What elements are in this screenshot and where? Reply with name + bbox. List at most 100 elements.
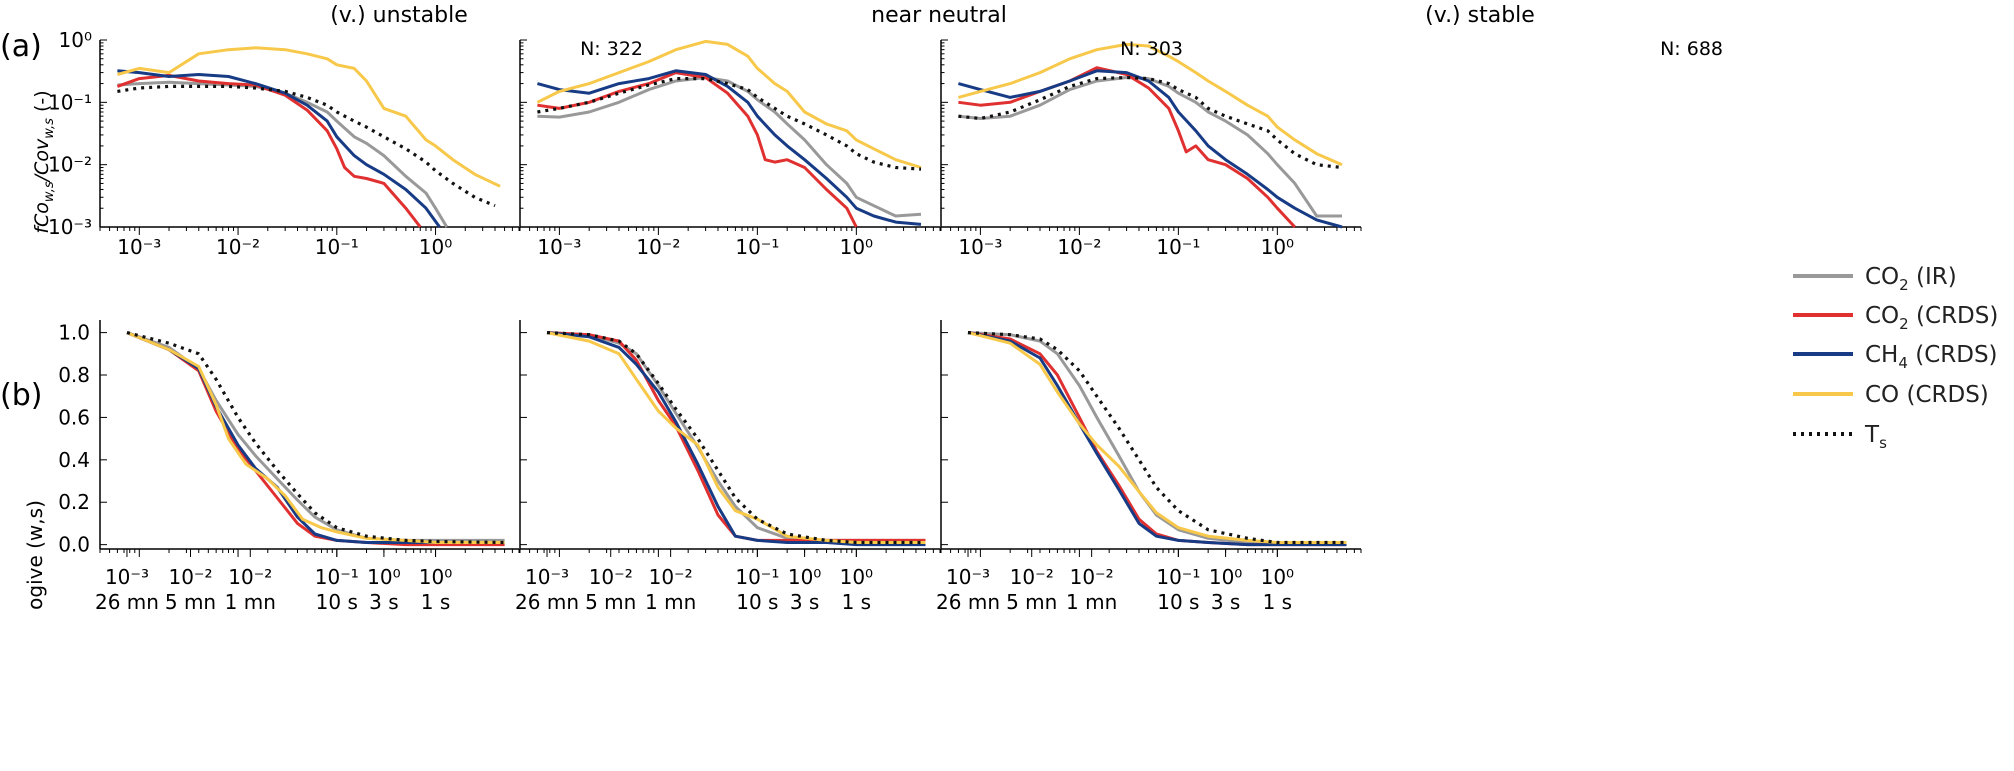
y-tick-label-b-0: 0.0 [58,533,90,557]
series-ch4-crds-a-0 [117,69,441,228]
n-label-unstable: N: 322 [580,38,643,60]
series-ch4-crds-b-2 [967,331,1347,547]
series-ch4-crds-b-1 [546,331,926,547]
x-tick-label-b-2-3: 10⁻¹ [1156,565,1200,589]
x-tick-label-b-0-2: 10⁻² [228,565,272,589]
series-co2-crds-a-1 [537,71,858,228]
x-tick-label-b-0-0: 10⁻³ [105,565,149,589]
x-tick-label-b-2-5: 10⁰ [1261,565,1294,589]
series-co-crds-a-2 [958,42,1343,167]
x-tick-label-b-0-3: 10⁻¹ [315,565,359,589]
x-tick-label-b-0-1: 10⁻² [168,565,212,589]
x-tick-label-a-2-3: 10⁰ [1261,235,1294,259]
panel-title-unstable: (v.) unstable [330,3,468,28]
series-layer [116,39,1347,547]
legend-item-ts: Ts [1793,422,1887,452]
series-co2-ir-b-2 [967,331,1347,544]
series-co2-crds-a-2 [958,66,1296,229]
x-time-label-b-2-4: 3 s [1211,590,1241,614]
x-time-label-b-1-5: 1 s [842,590,872,614]
y-tick-label-a-1: 10⁻² [48,153,92,177]
x-tick-label-b-0-4: 10⁰ [367,565,400,589]
panel-label-b: (b) [0,378,42,413]
x-time-label-b-0-3: 10 s [316,590,358,614]
n-label-stable: N: 688 [1660,38,1723,60]
legend-label-co2-ir: CO2 (IR) [1865,264,1957,294]
series-ts-a-0 [117,84,496,208]
series-co2-ir-b-0 [126,331,505,542]
series-ch4-crds-a-2 [958,69,1343,229]
series-co2-ir-a-1 [537,76,922,218]
x-time-label-b-2-0: 26 mn [936,590,1000,614]
series-co2-ir-a-0 [117,80,449,228]
x-time-label-b-1-0: 26 mn [515,590,579,614]
ylabel-a: fCow,s/Covw,s (-) [31,90,57,233]
panel-title-neutral: near neutral [871,3,1007,28]
x-tick-label-a-1-2: 10⁻¹ [735,235,779,259]
y-tick-label-b-4: 0.8 [58,363,90,387]
x-tick-label-a-2-0: 10⁻³ [958,235,1002,259]
x-tick-label-b-2-0: 10⁻³ [946,565,990,589]
panel-title-stable: (v.) stable [1425,3,1535,28]
x-tick-label-b-1-2: 10⁻² [649,565,693,589]
panel-label-a: (a) [0,29,42,64]
legend-label-co-crds: CO (CRDS) [1865,382,1989,408]
x-tick-label-b-0-5: 10⁰ [419,565,452,589]
x-time-label-b-0-1: 5 mn [165,590,216,614]
ylabel-b: ogive (w,s) [23,500,47,610]
series-co-crds-b-0 [126,331,505,544]
y-tick-label-b-3: 0.6 [58,405,90,429]
series-co-crds-b-2 [967,331,1347,544]
legend-item-co2-crds: CO2 (CRDS) [1793,303,1998,333]
y-tick-label-a-0: 10⁻³ [48,215,92,239]
x-tick-label-b-1-0: 10⁻³ [525,565,569,589]
x-time-label-b-1-1: 5 mn [585,590,636,614]
series-ts-b-2 [967,331,1347,545]
legend-label-co2-crds: CO2 (CRDS) [1865,303,1998,333]
x-time-label-b-0-5: 1 s [421,590,451,614]
series-ts-b-1 [546,331,926,545]
legend-item-co2-ir: CO2 (IR) [1793,264,1957,294]
x-tick-label-a-2-1: 10⁻² [1057,235,1101,259]
legend-item-ch4-crds: CH4 (CRDS) [1793,342,1998,372]
axes-frames [99,40,1361,550]
x-time-label-b-0-0: 26 mn [95,590,159,614]
x-time-label-b-2-5: 1 s [1263,590,1293,614]
series-ts-b-0 [126,331,505,545]
x-time-label-b-0-2: 1 mn [225,590,276,614]
legend-item-co-crds: CO (CRDS) [1793,382,1989,408]
x-time-label-b-1-3: 10 s [736,590,778,614]
y-tick-label-b-2: 0.4 [58,448,90,472]
series-co2-ir-a-2 [958,76,1342,218]
x-tick-label-a-0-3: 10⁰ [419,235,452,259]
legend-label-ch4-crds: CH4 (CRDS) [1865,342,1998,372]
x-tick-label-b-2-2: 10⁻² [1070,565,1114,589]
x-tick-label-b-1-1: 10⁻² [589,565,633,589]
x-tick-label-b-2-4: 10⁰ [1209,565,1242,589]
legend-label-ts: Ts [1864,422,1887,452]
series-co-crds-a-0 [116,46,501,188]
y-tick-label-b-1: 0.2 [58,490,90,514]
series-co-crds-a-1 [536,39,922,169]
series-co2-ir-b-1 [546,331,926,542]
x-tick-label-a-2-2: 10⁻¹ [1156,235,1200,259]
series-co-crds-b-1 [546,331,926,544]
x-tick-label-b-1-5: 10⁰ [840,565,873,589]
series-co2-crds-a-0 [116,73,422,228]
x-tick-label-a-0-0: 10⁻³ [117,235,161,259]
y-tick-label-a-2: 10⁻¹ [48,90,92,114]
series-ch4-crds-b-0 [126,331,505,544]
x-time-label-b-2-3: 10 s [1157,590,1199,614]
legend: CO2 (IR) CO2 (CRDS) CH4 (CRDS) CO (CRDS)… [1793,264,1998,452]
x-tick-label-a-0-2: 10⁻¹ [315,235,359,259]
x-time-label-b-0-4: 3 s [369,590,399,614]
x-tick-label-a-0-1: 10⁻² [216,235,260,259]
y-tick-label-a-3: 10⁰ [59,28,92,52]
x-tick-label-a-1-1: 10⁻² [636,235,680,259]
x-tick-label-b-1-3: 10⁻¹ [735,565,779,589]
y-tick-label-b-5: 1.0 [58,321,90,345]
x-tick-label-b-1-4: 10⁰ [788,565,821,589]
series-ch4-crds-a-1 [537,69,922,226]
n-label-neutral: N: 303 [1120,38,1183,60]
